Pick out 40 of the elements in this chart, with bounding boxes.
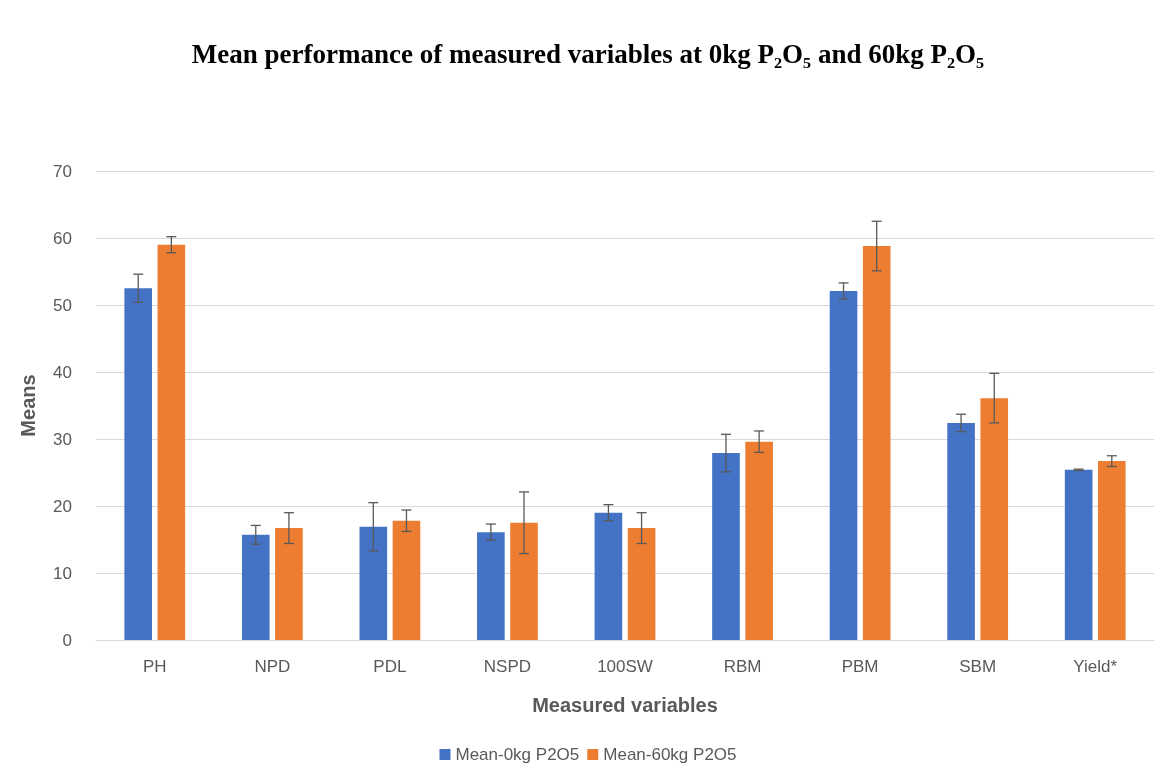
x-tick-label: NPD <box>254 657 291 676</box>
bar <box>947 422 975 640</box>
legend-label: Mean-60kg P2O5 <box>603 745 737 764</box>
y-axis-title: Means <box>17 374 39 437</box>
x-tick-label: SBM <box>959 657 997 676</box>
x-tick-label: PBM <box>841 657 879 676</box>
x-tick-label: NSPD <box>483 657 532 676</box>
bar <box>829 290 858 640</box>
x-tick-label: 100SW <box>597 657 653 676</box>
y-tick-label: 40 <box>53 362 72 382</box>
bar <box>392 520 421 640</box>
bar <box>241 534 270 640</box>
bar <box>124 288 153 640</box>
y-tick-label: 30 <box>53 429 72 449</box>
bar <box>980 398 1009 640</box>
y-tick-label: 20 <box>53 496 72 516</box>
bar <box>477 532 505 640</box>
bar <box>510 522 538 640</box>
chart-title: Mean performance of measured variables at 0kg P₂O₅ and 60kg P₂O₅ <box>191 39 985 69</box>
bar <box>594 512 623 640</box>
bar <box>1097 461 1126 640</box>
bar <box>359 526 388 640</box>
bar <box>1064 469 1093 640</box>
y-tick-label: 50 <box>53 295 72 315</box>
bar <box>275 528 303 640</box>
x-axis-title: Measured variables <box>532 694 718 716</box>
y-tick-label: 0 <box>62 630 72 650</box>
legend-label: Mean-0kg P2O5 <box>455 745 580 764</box>
y-tick-label: 10 <box>53 563 72 583</box>
y-tick-label: 60 <box>53 228 72 248</box>
bar <box>745 441 773 640</box>
bar <box>712 453 740 640</box>
bar <box>862 246 891 640</box>
bar <box>157 244 186 640</box>
y-tick-label: 70 <box>53 161 72 181</box>
x-tick-label: RBM <box>723 657 762 676</box>
x-tick-label: Yield* <box>1073 657 1118 676</box>
x-tick-label: PH <box>142 657 167 676</box>
x-tick-label: PDL <box>373 657 407 676</box>
bar <box>627 528 656 640</box>
